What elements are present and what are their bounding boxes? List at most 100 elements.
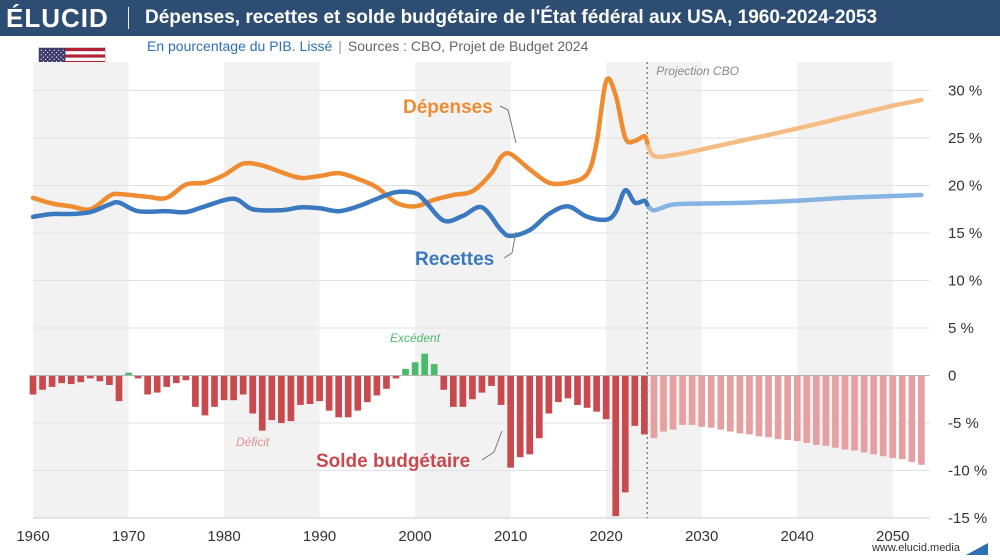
deficit-bar — [211, 375, 218, 407]
flag-star — [60, 56, 62, 58]
deficit-label: Déficit — [236, 435, 270, 449]
deficit-bar — [889, 375, 897, 459]
flag-star — [58, 49, 60, 51]
deficit-bar — [822, 375, 830, 446]
deficit-bar — [564, 375, 572, 399]
flag-star — [60, 51, 62, 54]
deficit-bar — [535, 375, 543, 439]
deficit-bar — [727, 375, 734, 432]
deficit-bar — [660, 375, 667, 432]
deficit-bar — [106, 375, 113, 385]
deficit-bar — [96, 375, 104, 382]
y-tick-label: 5 % — [948, 320, 974, 337]
recettes-leader — [503, 231, 517, 259]
deficit-bar — [364, 375, 371, 403]
x-tick-label: 2050 — [876, 528, 909, 545]
deficit-bar — [545, 375, 553, 414]
deficit-bar — [669, 375, 677, 430]
flag-star — [51, 51, 53, 54]
deficit-bar — [870, 375, 877, 455]
deficit-bar — [278, 375, 285, 423]
deficit-bar — [335, 375, 343, 418]
flag-star — [49, 49, 51, 51]
deficit-bar — [77, 375, 85, 383]
flag-star — [53, 49, 55, 51]
deficit-bar — [192, 375, 199, 407]
deficit-bar — [249, 375, 257, 414]
subtitle-main: En pourcentage du PIB. Lissé — [147, 38, 333, 54]
deficit-bar — [153, 375, 161, 393]
solde-leader — [481, 430, 503, 461]
flag-stripe — [39, 51, 105, 55]
x-tick-label: 2040 — [781, 528, 814, 545]
deficit-bar — [736, 375, 744, 434]
deficit-bar — [182, 375, 190, 381]
deficit-bar — [325, 375, 333, 411]
balance-bars — [29, 353, 925, 517]
deficit-bar — [344, 375, 352, 418]
deficit-bar — [717, 375, 725, 430]
elucid-mark-icon — [966, 543, 988, 555]
deficit-bar — [469, 375, 476, 400]
decade-bands — [33, 62, 893, 518]
chart-subtitle: En pourcentage du PIB. Lissé | Sources : C… — [147, 38, 588, 54]
deficit-bar — [832, 375, 839, 448]
projection-label: Projection CBO — [656, 64, 739, 78]
deficit-bar — [459, 375, 467, 407]
deficit-bar — [172, 375, 180, 384]
deficit-bar — [201, 375, 209, 416]
deficit-bar — [239, 375, 247, 395]
deficit-bar — [488, 375, 495, 386]
deficit-bar — [879, 375, 887, 457]
y-tick-label: -10 % — [948, 463, 987, 480]
x-tick-label: 1960 — [16, 528, 49, 545]
deficit-bar — [583, 375, 591, 408]
deficit-bar — [918, 375, 925, 465]
depenses-leader — [499, 105, 517, 144]
flag-star — [60, 60, 62, 63]
deficit-bar — [593, 375, 600, 412]
decade-band — [33, 62, 129, 518]
x-tick-label: 1980 — [207, 528, 240, 545]
decade-band — [606, 62, 702, 518]
deficit-bar — [497, 375, 505, 405]
flag-star — [42, 51, 44, 54]
y-tick-label: 0 — [948, 368, 956, 385]
deficit-bar — [746, 375, 753, 435]
deficit-bar — [851, 375, 858, 451]
x-tick-label: 2010 — [494, 528, 527, 545]
flag-star — [42, 56, 44, 58]
deficit-bar — [621, 375, 629, 493]
deficit-bar — [688, 375, 696, 425]
recettes-line — [30, 188, 650, 239]
flag-star — [55, 56, 58, 58]
solde-label: Solde budgétaire — [316, 451, 470, 472]
deficit-bar — [230, 375, 237, 401]
subtitle-sources: Sources : CBO, Projet de Budget 2024 — [347, 38, 589, 54]
decade-band — [415, 62, 511, 518]
y-axis: 30 % 25 % 20 % 15 % 10 % 5 % 0 -5 % -10 % -15 % — [948, 83, 987, 528]
title-bar: ÉLUCID Dépenses, recettes et solde budgé… — [0, 0, 1000, 36]
deficit-bar — [449, 375, 457, 407]
deficit-bar — [516, 375, 524, 458]
flag-star — [49, 54, 51, 56]
deficit-bar — [144, 375, 151, 395]
surplus-bar — [411, 362, 419, 376]
deficit-bar — [555, 375, 562, 403]
y-tick-label: -15 % — [948, 510, 987, 527]
deficit-bar — [784, 375, 792, 441]
flag-star — [55, 51, 58, 54]
y-tick-label: 15 % — [948, 225, 982, 242]
x-tick-label: 2000 — [398, 528, 431, 545]
flag-stripe — [39, 48, 105, 52]
deficit-bar — [297, 375, 304, 405]
deficit-bar — [48, 375, 56, 387]
flag-star — [45, 54, 47, 56]
y-tick-label: 20 % — [948, 178, 982, 195]
deficit-bar — [354, 375, 362, 411]
x-tick-label: 2020 — [589, 528, 622, 545]
deficit-bar — [631, 375, 639, 426]
chart-title: Dépenses, recettes et solde budgétaire d… — [145, 7, 878, 28]
deficit-bar — [812, 375, 820, 445]
flag-stripe — [39, 57, 105, 62]
